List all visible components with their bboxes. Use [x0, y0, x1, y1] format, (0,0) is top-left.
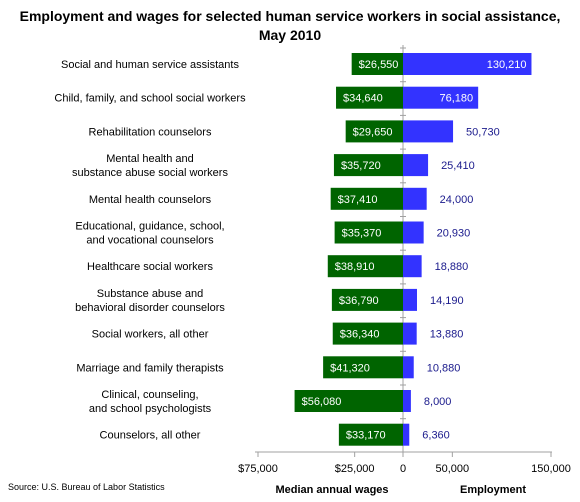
wage-value-label: $26,550 — [359, 59, 399, 71]
employment-value-label: 8,000 — [424, 396, 452, 408]
employment-bar — [403, 53, 532, 75]
employment-value-label: 10,880 — [427, 362, 461, 374]
wage-bar — [333, 154, 403, 177]
category-label: Social workers, all other — [92, 329, 209, 341]
x-tick-label: $25,000 — [335, 463, 375, 475]
category-label: and vocational counselors — [86, 235, 214, 247]
wage-bar — [336, 86, 403, 109]
wage-value-label: $37,410 — [338, 194, 378, 206]
employment-bar — [403, 288, 418, 311]
wage-value-label: $38,910 — [335, 261, 375, 273]
wage-value-label: $56,080 — [302, 396, 342, 408]
wage-value-label: $36,790 — [339, 295, 379, 307]
x-tick-label: 50,000 — [436, 463, 470, 475]
category-label: Child, family, and school social workers — [54, 93, 246, 105]
wage-bar — [338, 423, 403, 446]
wage-value-label: $41,320 — [330, 362, 370, 374]
category-label: substance abuse social workers — [72, 167, 228, 179]
employment-value-label: 20,930 — [437, 228, 471, 240]
employment-value-label: 13,880 — [430, 329, 464, 341]
employment-bar — [403, 86, 479, 109]
category-label: Marriage and family therapists — [76, 362, 224, 374]
chart-title: Employment and wages for selected human … — [0, 7, 580, 45]
employment-bar — [403, 154, 429, 177]
category-label: Mental health and — [106, 153, 193, 165]
employment-value-label: 130,210 — [487, 59, 527, 71]
wage-value-label: $34,640 — [343, 93, 383, 105]
category-label: Mental health counselors — [89, 194, 212, 206]
chart-title-line2: May 2010 — [258, 27, 322, 43]
employment-value-label: 24,000 — [440, 194, 474, 206]
employment-value-label: 76,180 — [440, 93, 474, 105]
wage-value-label: $29,650 — [353, 126, 393, 138]
category-label: Rehabilitation counselors — [89, 126, 212, 138]
employment-bar — [403, 187, 427, 210]
chart-title-line1: Employment and wages for selected human … — [19, 8, 561, 24]
employment-bar — [403, 390, 411, 412]
wage-bar — [345, 120, 403, 143]
wage-bar — [323, 356, 403, 379]
wage-value-label: $35,720 — [341, 160, 381, 172]
wage-bar — [334, 221, 403, 244]
wage-value-label: $35,370 — [342, 228, 382, 240]
wage-bar — [331, 288, 403, 311]
category-label: Counselors, all other — [100, 430, 201, 442]
wage-bar — [332, 322, 403, 345]
employment-value-label: 25,410 — [441, 160, 475, 172]
employment-bar — [403, 221, 424, 244]
category-label: Clinical, counseling, — [101, 389, 198, 401]
wage-bar — [327, 255, 403, 278]
category-label: Educational, guidance, school, — [75, 221, 224, 233]
x-tick-label: 0 — [400, 463, 406, 475]
employment-value-label: 14,190 — [430, 295, 464, 307]
source-note: Source: U.S. Bureau of Labor Statistics — [8, 482, 165, 492]
wage-bar — [330, 187, 403, 210]
x-tick-label: 150,000 — [531, 463, 571, 475]
employment-value-label: 18,880 — [435, 261, 469, 273]
wage-value-label: $36,340 — [340, 329, 380, 341]
category-label: Social and human service assistants — [61, 59, 239, 71]
employment-value-label: 6,360 — [422, 430, 450, 442]
category-label: behavioral disorder counselors — [75, 302, 225, 314]
wage-bar — [351, 53, 403, 75]
category-label: Substance abuse and — [97, 288, 203, 300]
wage-bar — [294, 390, 403, 412]
category-label: Healthcare social workers — [87, 261, 213, 273]
right-axis-title: Employment — [460, 484, 526, 496]
employment-bar — [403, 423, 410, 446]
employment-bar — [403, 120, 454, 143]
x-tick-label: $75,000 — [238, 463, 278, 475]
wage-value-label: $33,170 — [346, 430, 386, 442]
employment-value-label: 50,730 — [466, 126, 500, 138]
employment-bar — [403, 322, 417, 345]
left-axis-title: Median annual wages — [275, 484, 388, 496]
employment-bar — [403, 255, 422, 278]
employment-bar — [403, 356, 414, 379]
category-label: and school psychologists — [89, 403, 212, 415]
